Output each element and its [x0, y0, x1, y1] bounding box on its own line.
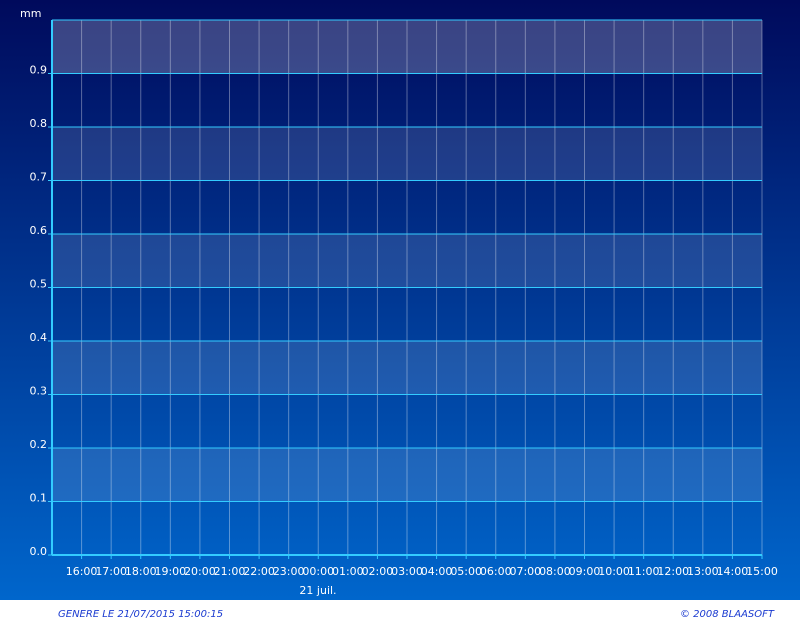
- y-tick-label: 0.7: [30, 171, 48, 184]
- x-tick-label: 10:00: [598, 565, 630, 578]
- band: [52, 448, 762, 502]
- y-tick-label: 0.9: [30, 64, 48, 77]
- x-tick-label: 22:00: [243, 565, 275, 578]
- x-tick-label: 15:00: [746, 565, 778, 578]
- x-tick-label: 01:00: [332, 565, 364, 578]
- band: [52, 20, 762, 74]
- date-label: 21 juil.: [299, 584, 336, 597]
- band: [52, 234, 762, 288]
- y-axis-label: mm: [20, 7, 41, 20]
- y-tick-label: 0.2: [30, 438, 48, 451]
- x-tick-label: 20:00: [184, 565, 216, 578]
- y-tick-label: 0.6: [30, 224, 48, 237]
- x-tick-label: 23:00: [273, 565, 305, 578]
- background: [0, 0, 800, 600]
- x-tick-label: 21:00: [214, 565, 246, 578]
- y-tick-label: 0.4: [30, 331, 48, 344]
- footer-bar: [0, 600, 800, 630]
- x-tick-label: 12:00: [657, 565, 689, 578]
- x-tick-label: 09:00: [569, 565, 601, 578]
- x-tick-label: 04:00: [421, 565, 453, 578]
- x-tick-label: 05:00: [450, 565, 482, 578]
- x-tick-label: 03:00: [391, 565, 423, 578]
- x-tick-label: 02:00: [362, 565, 394, 578]
- copyright-text: © 2008 BLAASOFT: [680, 609, 775, 620]
- x-tick-label: 11:00: [628, 565, 660, 578]
- x-tick-label: 08:00: [539, 565, 571, 578]
- x-tick-label: 06:00: [480, 565, 512, 578]
- band: [52, 341, 762, 395]
- y-tick-label: 0.0: [30, 545, 48, 558]
- x-tick-label: 17:00: [95, 565, 127, 578]
- x-tick-label: 18:00: [125, 565, 157, 578]
- x-tick-label: 07:00: [509, 565, 541, 578]
- x-tick-label: 00:00: [302, 565, 334, 578]
- x-tick-label: 14:00: [717, 565, 749, 578]
- x-tick-label: 13:00: [687, 565, 719, 578]
- x-tick-label: 19:00: [154, 565, 186, 578]
- y-tick-label: 0.8: [30, 117, 48, 130]
- band: [52, 127, 762, 181]
- y-tick-label: 0.1: [30, 492, 48, 505]
- generated-text: GENERE LE 21/07/2015 15:00:15: [58, 609, 223, 620]
- y-tick-label: 0.3: [30, 385, 48, 398]
- y-tick-label: 0.5: [30, 278, 48, 291]
- x-tick-label: 16:00: [66, 565, 98, 578]
- band: [52, 20, 762, 74]
